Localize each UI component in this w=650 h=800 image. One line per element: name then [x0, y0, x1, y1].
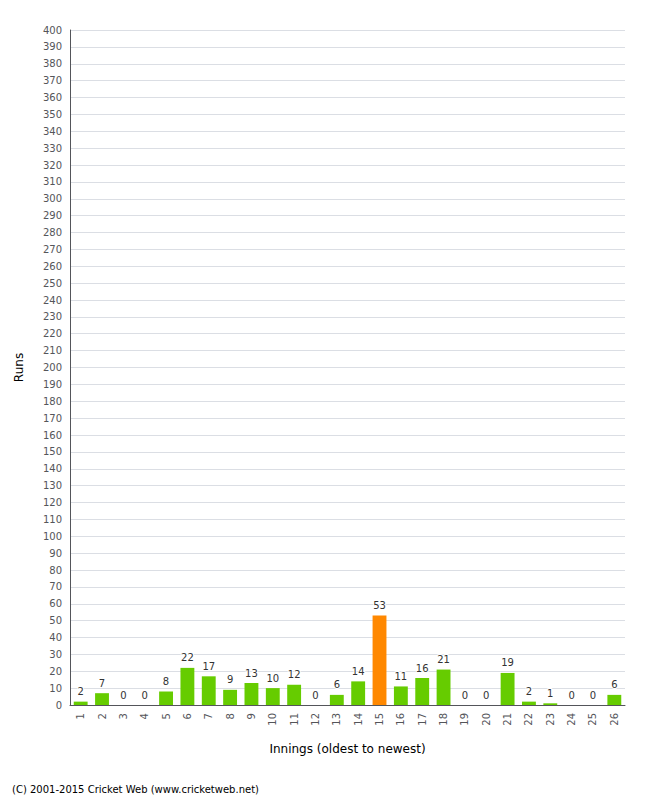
- svg-text:19: 19: [459, 713, 470, 726]
- svg-text:320: 320: [43, 160, 62, 171]
- svg-text:25: 25: [587, 713, 598, 726]
- svg-text:1: 1: [75, 713, 86, 719]
- svg-text:22: 22: [523, 713, 534, 726]
- svg-text:220: 220: [43, 328, 62, 339]
- svg-text:0: 0: [312, 690, 318, 701]
- svg-text:210: 210: [43, 345, 62, 356]
- svg-text:280: 280: [43, 227, 62, 238]
- svg-text:10: 10: [266, 673, 279, 684]
- svg-text:160: 160: [43, 430, 62, 441]
- svg-text:0: 0: [142, 690, 148, 701]
- svg-text:30: 30: [49, 649, 62, 660]
- svg-text:290: 290: [43, 210, 62, 221]
- svg-text:17: 17: [417, 713, 428, 726]
- svg-text:12: 12: [310, 713, 321, 726]
- svg-text:8: 8: [163, 676, 169, 687]
- svg-text:6: 6: [334, 679, 340, 690]
- svg-text:240: 240: [43, 295, 62, 306]
- svg-text:40: 40: [49, 632, 62, 643]
- svg-text:10: 10: [49, 683, 62, 694]
- svg-text:8: 8: [225, 713, 236, 719]
- svg-text:260: 260: [43, 261, 62, 272]
- svg-text:20: 20: [49, 666, 62, 677]
- svg-text:110: 110: [43, 514, 62, 525]
- svg-text:150: 150: [43, 446, 62, 457]
- svg-text:9: 9: [246, 713, 257, 719]
- svg-text:390: 390: [43, 41, 62, 52]
- svg-text:17: 17: [202, 661, 215, 672]
- svg-text:Runs: Runs: [12, 353, 26, 382]
- svg-text:350: 350: [43, 109, 62, 120]
- svg-text:130: 130: [43, 480, 62, 491]
- svg-text:(C) 2001-2015 Cricket Web (www: (C) 2001-2015 Cricket Web (www.cricketwe…: [12, 784, 259, 795]
- svg-text:3: 3: [118, 713, 129, 719]
- svg-text:140: 140: [43, 463, 62, 474]
- svg-text:26: 26: [609, 713, 620, 726]
- svg-text:14: 14: [353, 713, 364, 726]
- svg-text:80: 80: [49, 565, 62, 576]
- svg-text:15: 15: [374, 713, 385, 726]
- svg-text:300: 300: [43, 193, 62, 204]
- svg-text:0: 0: [568, 690, 574, 701]
- svg-text:200: 200: [43, 362, 62, 373]
- svg-text:53: 53: [373, 600, 386, 611]
- svg-text:2: 2: [77, 686, 83, 697]
- svg-text:9: 9: [227, 674, 233, 685]
- svg-text:7: 7: [99, 678, 105, 689]
- svg-text:0: 0: [120, 690, 126, 701]
- svg-text:370: 370: [43, 75, 62, 86]
- svg-text:13: 13: [331, 713, 342, 726]
- svg-text:330: 330: [43, 143, 62, 154]
- svg-text:7: 7: [203, 713, 214, 719]
- svg-text:1: 1: [547, 688, 553, 699]
- svg-text:230: 230: [43, 311, 62, 322]
- svg-text:5: 5: [161, 713, 172, 719]
- svg-text:0: 0: [483, 690, 489, 701]
- svg-text:0: 0: [462, 690, 468, 701]
- svg-text:13: 13: [245, 668, 258, 679]
- svg-text:10: 10: [267, 713, 278, 726]
- svg-text:270: 270: [43, 244, 62, 255]
- svg-text:180: 180: [43, 396, 62, 407]
- svg-text:90: 90: [49, 548, 62, 559]
- svg-text:6: 6: [182, 713, 193, 719]
- svg-text:18: 18: [438, 713, 449, 726]
- svg-text:11: 11: [289, 713, 300, 726]
- svg-text:Innings (oldest to newest): Innings (oldest to newest): [269, 742, 425, 756]
- svg-text:16: 16: [395, 713, 406, 726]
- svg-text:400: 400: [43, 25, 62, 36]
- svg-text:11: 11: [394, 671, 407, 682]
- svg-text:16: 16: [416, 663, 429, 674]
- svg-text:19: 19: [501, 657, 514, 668]
- svg-text:24: 24: [566, 713, 577, 726]
- svg-text:100: 100: [43, 531, 62, 542]
- svg-text:6: 6: [611, 679, 617, 690]
- svg-text:0: 0: [56, 700, 62, 711]
- svg-text:120: 120: [43, 497, 62, 508]
- svg-text:4: 4: [139, 713, 150, 719]
- svg-text:14: 14: [352, 666, 365, 677]
- svg-text:12: 12: [288, 669, 301, 680]
- svg-text:2: 2: [526, 686, 532, 697]
- svg-text:190: 190: [43, 379, 62, 390]
- svg-text:50: 50: [49, 615, 62, 626]
- svg-text:21: 21: [437, 654, 450, 665]
- svg-text:250: 250: [43, 278, 62, 289]
- svg-text:23: 23: [545, 713, 556, 726]
- svg-text:21: 21: [502, 713, 513, 726]
- svg-text:70: 70: [49, 581, 62, 592]
- svg-text:0: 0: [590, 690, 596, 701]
- svg-text:360: 360: [43, 92, 62, 103]
- svg-text:60: 60: [49, 598, 62, 609]
- svg-text:380: 380: [43, 58, 62, 69]
- svg-text:340: 340: [43, 126, 62, 137]
- svg-text:310: 310: [43, 176, 62, 187]
- svg-text:2: 2: [97, 713, 108, 719]
- svg-text:170: 170: [43, 413, 62, 424]
- svg-text:20: 20: [481, 713, 492, 726]
- svg-text:22: 22: [181, 652, 194, 663]
